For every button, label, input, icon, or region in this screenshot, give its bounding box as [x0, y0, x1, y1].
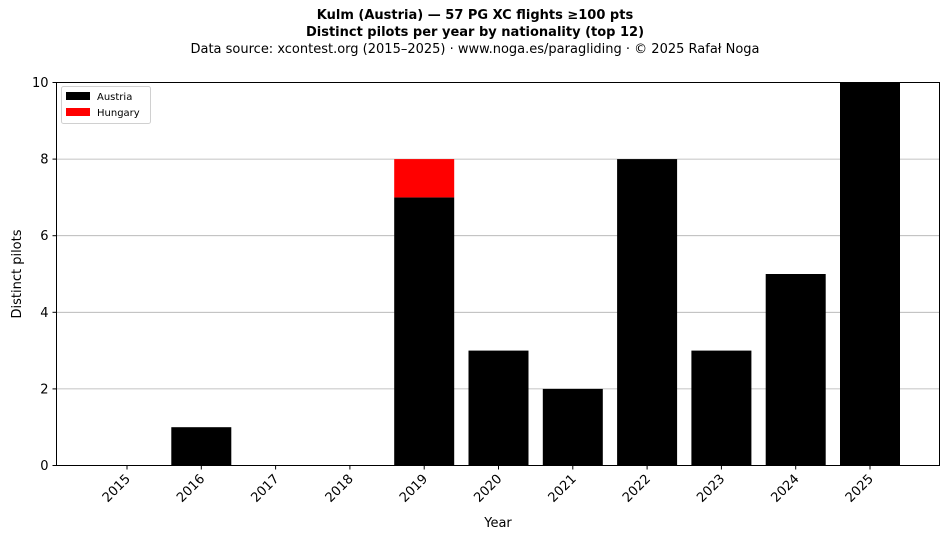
y-axis: 0 2 4 6 8 10	[32, 76, 57, 474]
x-tick-label: 2024	[769, 472, 803, 506]
chart-titles: Kulm (Austria) — 57 PG XC flights ≥100 p…	[0, 7, 950, 58]
bar-austria-2023	[691, 350, 752, 466]
x-tick-label: 2017	[248, 472, 282, 506]
bar-austria-2016	[171, 427, 232, 466]
y-tick-label: 4	[40, 306, 48, 321]
chart-title: Kulm (Austria) — 57 PG XC flights ≥100 p…	[316, 8, 634, 23]
bar-austria-2024	[765, 274, 826, 466]
y-tick-label: 2	[40, 382, 48, 397]
y-tick-label: 10	[32, 76, 49, 91]
legend-swatch-austria	[66, 92, 90, 100]
bar-austria-2020	[468, 350, 529, 466]
x-tick-label: 2018	[323, 472, 357, 506]
x-tick-label: 2020	[471, 472, 505, 506]
y-tick-label: 8	[40, 153, 48, 168]
x-tick-label: 2016	[174, 472, 208, 506]
x-tick-label: 2019	[397, 472, 431, 506]
y-tick-label: 0	[40, 459, 48, 474]
x-tick-label: 2023	[694, 472, 728, 506]
legend: Austria Hungary	[61, 86, 151, 124]
chart-source: Data source: xcontest.org (2015–2025) · …	[190, 42, 760, 57]
x-tick-label: 2021	[546, 472, 580, 506]
x-axis-label: Year	[483, 516, 512, 531]
bar-hungary-2019	[394, 159, 455, 198]
chart-subtitle: Distinct pilots per year by nationality …	[305, 25, 645, 40]
y-axis-label: Distinct pilots	[10, 229, 25, 318]
x-tick-label: 2022	[620, 472, 654, 506]
y-tick-label: 6	[40, 229, 48, 244]
bar-austria-2022	[617, 159, 678, 466]
bar-austria-2021	[542, 388, 603, 466]
legend-swatch-hungary	[66, 108, 90, 116]
legend-label-austria: Austria	[97, 92, 132, 103]
bars	[171, 82, 900, 466]
legend-label-hungary: Hungary	[97, 108, 140, 119]
bar-austria-2025	[840, 82, 900, 466]
bar-austria-2019	[394, 197, 455, 466]
x-axis: 2015 2016 2017 2018 2019 2020 2021 2022 2023 2024…	[100, 465, 877, 506]
x-tick-label: 2025	[843, 472, 877, 506]
x-tick-label: 2015	[100, 472, 134, 506]
